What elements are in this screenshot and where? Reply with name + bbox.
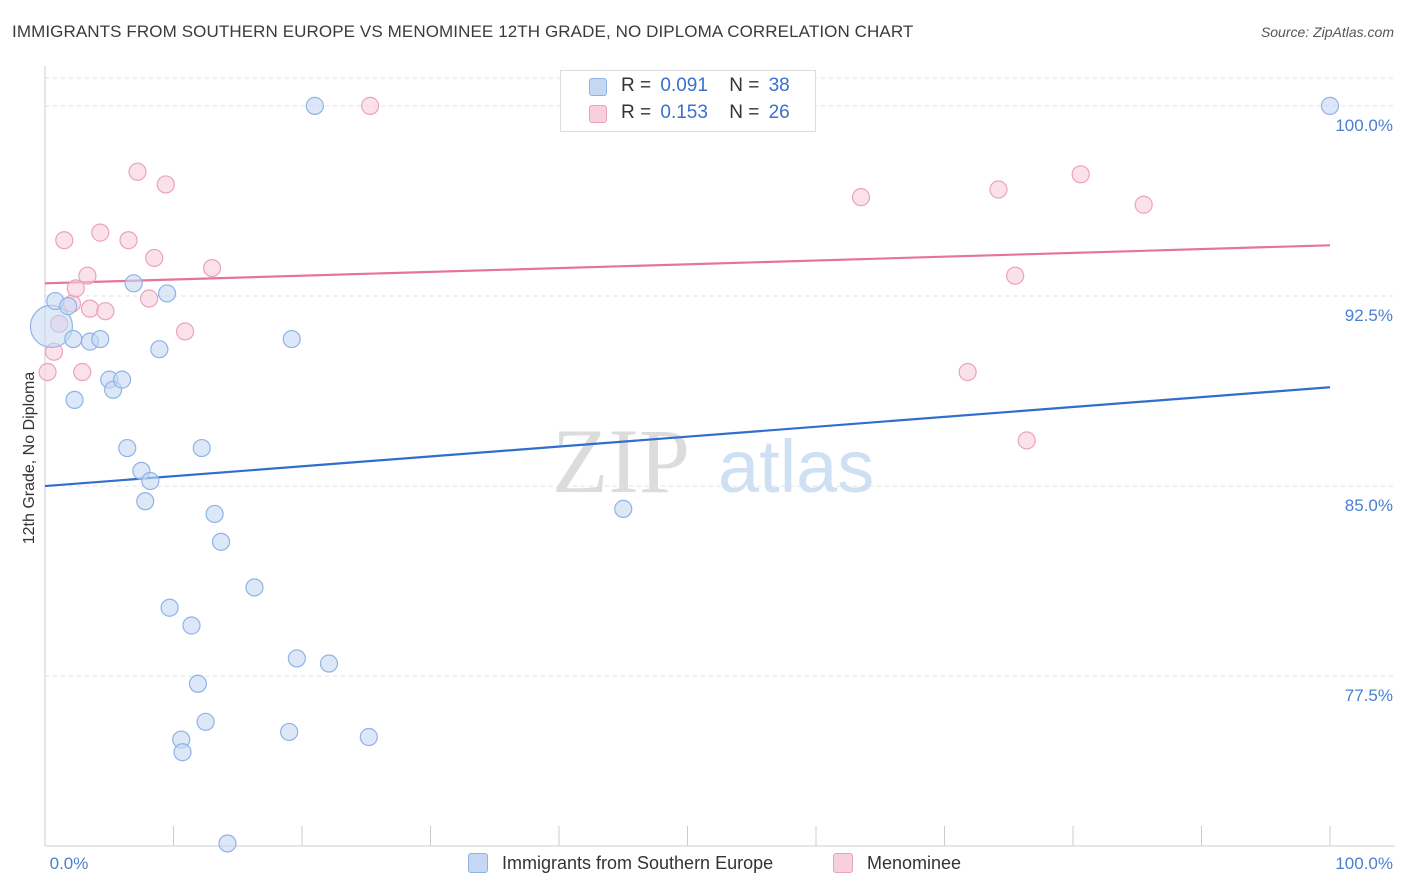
source-label: Source: ZipAtlas.com — [1260, 24, 1394, 40]
menominee-point — [1071, 165, 1090, 184]
legend-r-value: 0.091 — [660, 75, 708, 96]
y-tick-label: 100.0% — [1335, 116, 1393, 135]
y-tick-label: 85.0% — [1345, 496, 1393, 515]
watermark-atlas: atlas — [718, 425, 874, 508]
tick-labels: 100.0% 92.5% 85.0% 77.5% 0.0% 100.0% — [50, 116, 1393, 873]
immigrants-point — [359, 727, 378, 747]
menominee-point — [958, 362, 977, 382]
immigrants-point — [182, 616, 201, 635]
immigrants-point — [245, 578, 264, 597]
legend-r-value: 0.153 — [660, 102, 708, 123]
bottom-legend-swatch-pink — [833, 853, 853, 873]
y-axis-label: 12th Grade, No Diploma — [21, 372, 38, 545]
menominee-point — [80, 299, 100, 318]
menominee-point — [1006, 266, 1025, 285]
immigrants-point — [64, 329, 83, 349]
y-tick-label: 92.5% — [1345, 306, 1393, 325]
data-points — [29, 96, 1340, 853]
menominee-point — [96, 302, 115, 321]
y-tick-label: 77.5% — [1345, 686, 1393, 705]
immigrants-point — [218, 834, 237, 853]
immigrants-point — [211, 532, 231, 551]
menominee-point — [202, 258, 222, 278]
menominee-point — [128, 162, 147, 181]
trend-line-menominee — [44, 244, 1331, 285]
bottom-legend-label: Menominee — [867, 853, 962, 873]
immigrants-point — [305, 96, 324, 115]
immigrants-point — [173, 743, 192, 762]
immigrants-point — [118, 438, 137, 458]
legend-swatch-pink — [589, 105, 607, 123]
immigrants-point — [282, 329, 301, 349]
immigrants-point — [287, 649, 306, 668]
x-tick-label: 0.0% — [50, 854, 89, 873]
menominee-point — [175, 322, 195, 341]
immigrants-point — [65, 390, 84, 410]
legend-n-label: N = — [729, 102, 760, 123]
axes — [44, 66, 1395, 847]
immigrants-point — [614, 499, 633, 518]
immigrants-point — [1320, 96, 1340, 115]
legend-n-value: 38 — [768, 75, 790, 96]
immigrants-point — [112, 370, 132, 389]
menominee-point — [73, 362, 92, 382]
immigrants-point — [160, 598, 179, 617]
menominee-point — [66, 279, 85, 298]
immigrants-point — [157, 284, 177, 303]
immigrants-point — [192, 438, 211, 458]
menominee-point — [38, 362, 57, 382]
legend: R = 0.091 N = 38 R = 0.153 N = 26 — [560, 70, 816, 132]
menominee-point — [145, 248, 164, 268]
legend-n-label: N = — [729, 75, 760, 96]
immigrants-point — [136, 492, 155, 511]
immigrants-point — [319, 654, 339, 673]
immigrants-point — [196, 712, 215, 731]
legend-r-label: R = — [621, 102, 652, 123]
trend-lines — [44, 244, 1331, 488]
immigrants-point — [205, 504, 224, 524]
trend-line-immigrants — [44, 386, 1331, 488]
immigrants-point — [59, 297, 78, 316]
menominee-point — [989, 180, 1008, 199]
menominee-point — [361, 96, 380, 115]
immigrants-point — [141, 471, 160, 491]
menominee-point — [156, 175, 175, 194]
watermark-zip: ZIP — [552, 410, 690, 512]
immigrants-point — [91, 329, 110, 349]
legend-r-label: R = — [621, 75, 652, 96]
watermark: ZIP atlas — [552, 410, 874, 512]
menominee-point — [78, 266, 97, 285]
menominee-point — [91, 223, 110, 242]
x-tick-label: 100.0% — [1335, 854, 1393, 873]
legend-swatch-blue — [589, 78, 607, 96]
legend-n-value: 26 — [768, 102, 790, 123]
bottom-legend-label: Immigrants from Southern Europe — [502, 853, 774, 873]
menominee-point — [119, 231, 138, 250]
menominee-point — [139, 289, 159, 308]
menominee-point — [851, 188, 871, 207]
menominee-point — [55, 231, 74, 250]
menominee-point — [1134, 195, 1153, 214]
immigrants-point — [124, 274, 143, 293]
immigrants-point — [280, 722, 299, 742]
menominee-point — [1017, 431, 1036, 450]
immigrants-point — [150, 340, 169, 359]
immigrants-point — [188, 674, 208, 693]
bottom-legend-swatch-blue — [468, 853, 488, 873]
chart-title: IMMIGRANTS FROM SOUTHERN EUROPE VS MENOM… — [12, 22, 914, 41]
